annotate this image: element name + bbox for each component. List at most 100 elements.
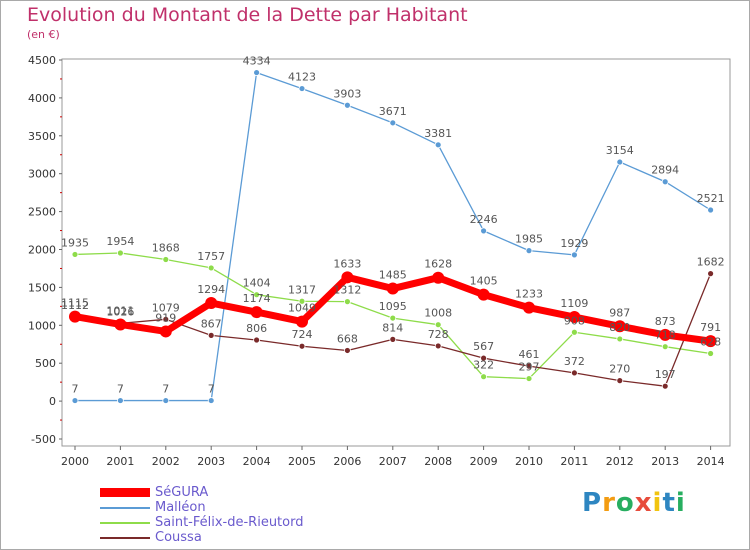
data-label: 814	[382, 321, 403, 334]
data-point	[661, 178, 669, 186]
data-point	[253, 336, 261, 344]
y-tick-label: 1000	[28, 319, 56, 332]
brand-letter: i	[675, 488, 686, 518]
data-point	[434, 342, 442, 350]
x-tick-label: 2000	[61, 455, 89, 468]
data-label: 1112	[61, 299, 89, 312]
data-point	[616, 335, 624, 343]
data-label: 718	[655, 329, 676, 342]
data-point	[389, 335, 397, 343]
x-tick-label: 2001	[106, 455, 134, 468]
data-label: 1757	[197, 250, 225, 263]
legend-item-coussa: Coussa	[100, 530, 202, 545]
data-label: 1404	[243, 277, 271, 290]
brand-letter: t	[662, 488, 676, 518]
data-label: 806	[246, 322, 267, 335]
data-point	[525, 362, 533, 370]
y-tick-label: 4500	[28, 54, 56, 67]
data-label: 3154	[606, 144, 634, 157]
data-point	[341, 271, 354, 284]
y-tick-label: -500	[31, 433, 56, 446]
data-point	[613, 320, 626, 333]
legend-label: Saint-Félix-de-Rieutord	[155, 515, 304, 530]
y-tick-label: 3000	[28, 168, 56, 181]
data-point	[71, 397, 79, 404]
data-label: 873	[655, 315, 676, 328]
data-label: 3381	[424, 127, 452, 140]
data-label: 1233	[515, 288, 543, 301]
y-tick-label: 0	[49, 395, 56, 408]
legend-item-saint-felix: Saint-Félix-de-Rieutord	[100, 515, 303, 530]
data-point	[525, 247, 533, 255]
data-label: 1628	[424, 258, 452, 271]
chart-unit: (en €)	[27, 28, 60, 41]
data-point	[343, 347, 351, 354]
data-label: 1095	[379, 300, 407, 313]
data-label: 1317	[288, 283, 316, 296]
data-label: 2521	[697, 192, 725, 205]
data-label: 7	[117, 383, 124, 396]
brand-letter: P	[582, 488, 603, 518]
data-label: 1011	[106, 304, 134, 317]
data-point	[434, 141, 442, 149]
data-point	[707, 270, 714, 278]
data-point	[253, 69, 261, 76]
legend-label: SéGURA	[155, 485, 209, 500]
data-label: 1985	[515, 233, 543, 246]
x-tick-label: 2009	[470, 455, 498, 468]
data-point	[616, 158, 624, 166]
data-label: 2894	[651, 164, 679, 177]
y-tick-label: 3500	[28, 130, 56, 143]
data-label: 1682	[697, 256, 725, 269]
y-tick-label: 1500	[28, 281, 56, 294]
data-point	[480, 373, 488, 381]
data-label: 1954	[106, 235, 134, 248]
data-point	[386, 282, 399, 295]
data-point	[162, 256, 170, 263]
data-point	[523, 301, 535, 314]
data-label: 724	[292, 328, 313, 341]
data-point	[568, 311, 581, 324]
data-label: 567	[473, 340, 494, 353]
brand-letter: x	[634, 488, 653, 518]
data-label: 1008	[424, 307, 452, 320]
x-tick-label: 2006	[333, 455, 361, 468]
data-point	[343, 298, 351, 306]
y-tick-label: 4000	[28, 92, 56, 105]
data-point	[571, 369, 578, 377]
data-label: 4123	[288, 71, 316, 84]
data-point	[253, 291, 261, 299]
x-tick-label: 2004	[243, 455, 271, 468]
data-point	[571, 328, 578, 336]
data-point	[616, 377, 624, 385]
data-label: 1312	[333, 284, 361, 297]
data-point	[69, 310, 81, 323]
data-label: 1868	[152, 242, 180, 255]
x-tick-label: 2005	[288, 455, 316, 468]
data-label: 461	[519, 348, 540, 361]
data-label: 1109	[560, 297, 588, 310]
x-tick-label: 2014	[697, 455, 725, 468]
data-label: 1485	[379, 269, 407, 282]
data-point	[162, 397, 170, 404]
data-label: 7	[162, 383, 169, 396]
data-label: 867	[201, 317, 222, 330]
data-point	[477, 288, 490, 301]
data-label: 1633	[333, 257, 361, 270]
legend-item-malleon: Malléon	[100, 500, 206, 515]
data-point	[707, 206, 714, 214]
data-label: 1174	[243, 292, 271, 305]
data-point	[480, 227, 488, 235]
data-label: 668	[337, 332, 358, 345]
x-tick-label: 2007	[379, 455, 407, 468]
data-label: 4334	[243, 55, 271, 68]
data-label: 7	[208, 383, 215, 396]
x-tick-label: 2013	[651, 455, 679, 468]
data-label: 1115	[61, 297, 89, 310]
data-label: 1405	[470, 275, 498, 288]
data-label: 628	[700, 335, 721, 348]
data-label: 2246	[470, 213, 498, 226]
data-point	[661, 382, 669, 390]
data-point	[298, 297, 306, 305]
data-label: 322	[473, 359, 494, 372]
